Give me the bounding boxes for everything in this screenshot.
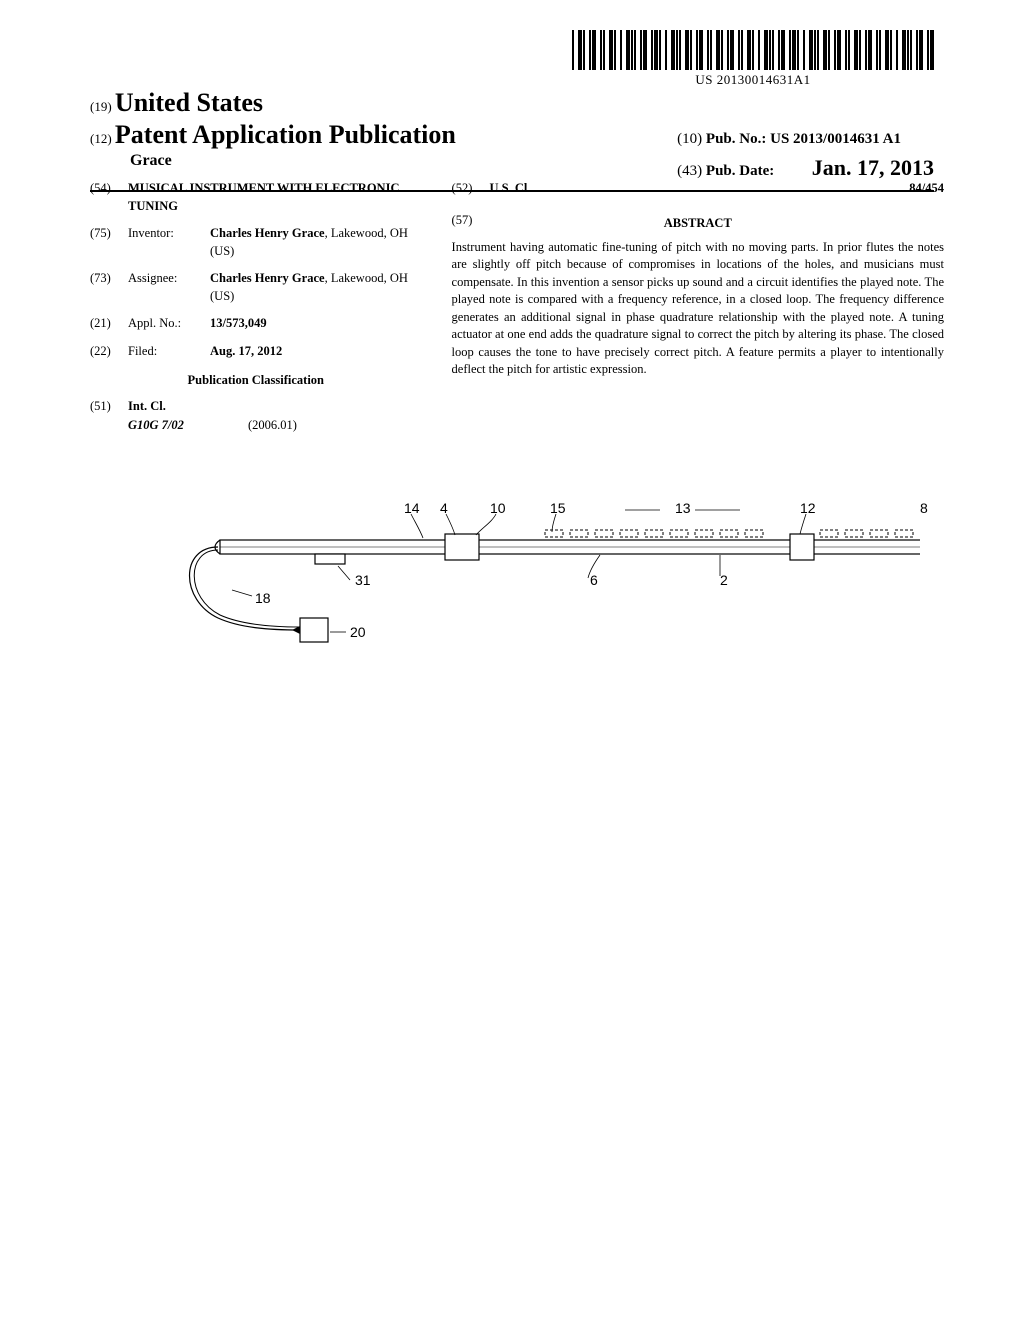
patent-title: MUSICAL INSTRUMENT WITH ELECTRONIC TUNIN… (128, 180, 422, 215)
fig-label-10: 10 (490, 500, 506, 516)
fig-label-8: 8 (920, 500, 928, 516)
barcode-region: US 20130014631A1 (572, 30, 934, 88)
pub-type-code: (12) (90, 131, 112, 146)
intcl-class: G10G 7/02 (128, 417, 248, 435)
abstract-text: Instrument having automatic fine-tuning … (452, 239, 944, 379)
fig-label-31: 31 (355, 572, 371, 588)
inventor-label: Inventor: (128, 225, 210, 260)
fig-label-15: 15 (550, 500, 566, 516)
assignee-code: (73) (90, 270, 128, 305)
inventor-name: Charles Henry Grace (210, 226, 325, 240)
barcode-text: US 20130014631A1 (572, 72, 934, 88)
applno-value: 13/573,049 (210, 315, 422, 333)
intcl-code: (51) (90, 398, 128, 416)
fig-label-14: 14 (404, 500, 420, 516)
abstract-code: (57) (452, 213, 473, 227)
pubno-label: Pub. No.: (706, 131, 766, 147)
barcode-icon (572, 30, 934, 70)
title-code: (54) (90, 180, 128, 215)
fig-label-20: 20 (350, 624, 366, 640)
filed-code: (22) (90, 343, 128, 361)
abstract-heading: ABSTRACT (452, 215, 944, 233)
figure-svg (120, 500, 920, 660)
uscl-value: 84/454 (909, 180, 944, 198)
intcl-year: (2006.01) (248, 417, 297, 435)
uscl-code: (52) (452, 180, 490, 198)
pubdate-value: Jan. 17, 2013 (812, 155, 934, 180)
assignee-label: Assignee: (128, 270, 210, 305)
pubdate-code: (43) (677, 163, 702, 179)
country-name: United States (115, 88, 263, 117)
pub-classification-heading: Publication Classification (90, 372, 422, 390)
right-column: (52) U.S. Cl. 84/454 (57) ABSTRACT Instr… (452, 180, 944, 445)
content-columns: (54) MUSICAL INSTRUMENT WITH ELECTRONIC … (90, 180, 944, 445)
filed-value: Aug. 17, 2012 (210, 343, 422, 361)
left-column: (54) MUSICAL INSTRUMENT WITH ELECTRONIC … (90, 180, 422, 445)
fig-label-13: 13 (675, 500, 691, 516)
intcl-label: Int. Cl. (128, 398, 422, 416)
assignee-name: Charles Henry Grace (210, 271, 325, 285)
author-name: Grace (130, 152, 456, 170)
filed-label: Filed: (128, 343, 210, 361)
header-block: (19) United States (12) Patent Applicati… (90, 88, 934, 192)
patent-figure: 14 4 10 15 13 12 8 31 6 2 18 20 (120, 500, 920, 660)
pubno-code: (10) (677, 131, 702, 147)
uscl-label: U.S. Cl. (490, 180, 531, 198)
applno-label: Appl. No.: (128, 315, 210, 333)
uscl-dotfill (535, 180, 906, 198)
inventor-code: (75) (90, 225, 128, 260)
fig-label-18: 18 (255, 590, 271, 606)
fig-label-4: 4 (440, 500, 448, 516)
pubdate-label: Pub. Date: (706, 163, 774, 179)
fig-label-12: 12 (800, 500, 816, 516)
pub-type-title: Patent Application Publication (115, 120, 456, 149)
fig-label-2: 2 (720, 572, 728, 588)
country-code: (19) (90, 99, 112, 114)
pubno-value: US 2013/0014631 A1 (770, 131, 901, 147)
applno-code: (21) (90, 315, 128, 333)
fig-label-6: 6 (590, 572, 598, 588)
